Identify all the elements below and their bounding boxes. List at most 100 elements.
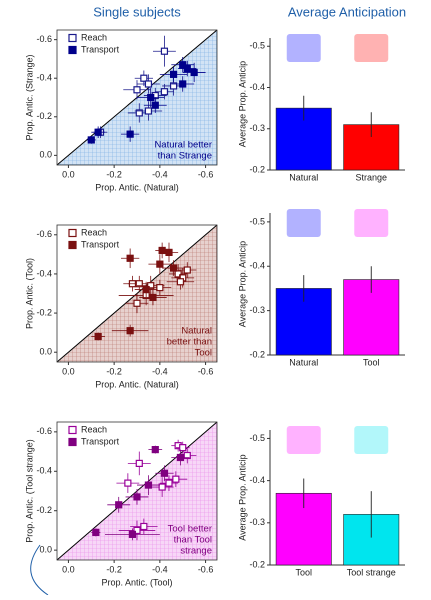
- y-axis-label: Prop. Antic. (Tool strange): [24, 439, 34, 543]
- plot-frame: [56, 421, 218, 561]
- point: [115, 501, 123, 509]
- point: [140, 522, 148, 531]
- point: [147, 93, 155, 102]
- column-title: Single subjects: [93, 4, 181, 19]
- plot-frame: [56, 29, 218, 166]
- point: [176, 278, 185, 286]
- x-tick-label: Strange: [355, 172, 387, 182]
- point: [156, 284, 164, 292]
- point: [158, 483, 166, 491]
- legend-marker: [68, 45, 77, 55]
- y-tick-label: -0.2: [36, 111, 52, 121]
- legend-marker: [68, 437, 77, 447]
- photo: [354, 426, 389, 454]
- point: [147, 282, 155, 290]
- point: [135, 109, 143, 117]
- y-tick-label: -0.2: [36, 307, 52, 317]
- y-tick-label: 0.0: [39, 545, 52, 555]
- y-tick-label: -0.4: [36, 466, 52, 476]
- y-axis-label: Prop. Antic. (Tool): [24, 258, 34, 329]
- y-tick-label: -0.2: [36, 505, 52, 515]
- y-tick-label: -0.3: [249, 123, 265, 133]
- point: [183, 266, 191, 274]
- point: [144, 80, 153, 88]
- legend-marker: [68, 425, 77, 435]
- y-tick-label: -0.5: [249, 41, 265, 51]
- photo: [286, 426, 321, 454]
- legend-marker: [68, 240, 77, 250]
- x-tick-label: Tool: [363, 357, 380, 367]
- point: [151, 446, 159, 454]
- y-tick-label: -0.5: [249, 216, 265, 226]
- y-tick-label: -0.4: [36, 268, 52, 278]
- point: [149, 293, 157, 302]
- point: [183, 451, 191, 460]
- legend-marker: [68, 228, 77, 238]
- annotation: than Strange: [158, 151, 212, 162]
- point: [92, 528, 100, 537]
- y-tick-label: -0.2: [249, 349, 265, 359]
- point: [124, 479, 132, 487]
- y-tick-label: -0.4: [36, 73, 52, 83]
- photo: [354, 34, 389, 62]
- point: [94, 332, 102, 341]
- point: [144, 481, 153, 489]
- legend-label: Transport: [81, 436, 120, 446]
- y-tick-label: 0.0: [39, 347, 52, 357]
- point: [160, 47, 169, 55]
- y-tick-label: -0.6: [36, 34, 52, 44]
- point: [94, 128, 102, 136]
- plot-frame: [56, 224, 218, 363]
- legend-marker: [68, 33, 77, 43]
- point: [165, 479, 173, 487]
- x-tick-label: -0.4: [152, 169, 168, 179]
- point: [179, 444, 187, 452]
- x-tick-label: 0.0: [62, 169, 75, 179]
- photo: [354, 209, 389, 237]
- point: [169, 70, 178, 78]
- y-axis-label: Average Prop. Anticip: [237, 454, 247, 540]
- annotation: Natural: [181, 326, 212, 337]
- point: [169, 264, 178, 272]
- y-tick-label: -0.3: [249, 305, 265, 315]
- point: [133, 493, 141, 501]
- point: [133, 299, 141, 307]
- point: [126, 254, 134, 262]
- x-tick-label: -0.2: [106, 169, 122, 179]
- point: [174, 270, 182, 278]
- x-tick-label: -0.4: [152, 564, 168, 574]
- point: [176, 453, 185, 462]
- annotation: Tool better: [168, 524, 212, 535]
- y-tick-label: -0.5: [249, 433, 265, 443]
- x-axis-label: Prop. Antic. (Tool): [101, 577, 172, 587]
- point: [133, 86, 141, 94]
- point: [126, 327, 134, 335]
- point: [169, 82, 178, 90]
- point: [135, 459, 143, 467]
- photo: [286, 34, 321, 62]
- y-tick-label: -0.2: [249, 164, 265, 174]
- point: [158, 246, 166, 255]
- column-title: Average Anticipation: [288, 4, 406, 19]
- x-tick-label: Natural: [289, 172, 318, 182]
- y-tick-label: -0.4: [249, 261, 265, 271]
- x-axis-label: Prop. Antic. (Natural): [95, 182, 179, 192]
- point: [172, 475, 180, 483]
- point: [160, 88, 169, 96]
- y-tick-label: -0.4: [249, 82, 265, 92]
- y-tick-label: -0.2: [249, 559, 265, 569]
- x-tick-label: Tool: [295, 567, 312, 577]
- annotation: better than: [167, 337, 212, 348]
- point: [126, 130, 134, 138]
- y-tick-label: 0.0: [39, 150, 52, 160]
- point: [140, 74, 148, 82]
- point: [142, 285, 150, 294]
- x-axis-label: Prop. Antic. (Natural): [95, 379, 179, 389]
- x-tick-label: -0.4: [152, 366, 168, 376]
- y-axis-label: Average Prop. Anticip: [237, 241, 247, 327]
- point: [179, 61, 187, 69]
- photo: [286, 209, 321, 237]
- point: [135, 280, 143, 288]
